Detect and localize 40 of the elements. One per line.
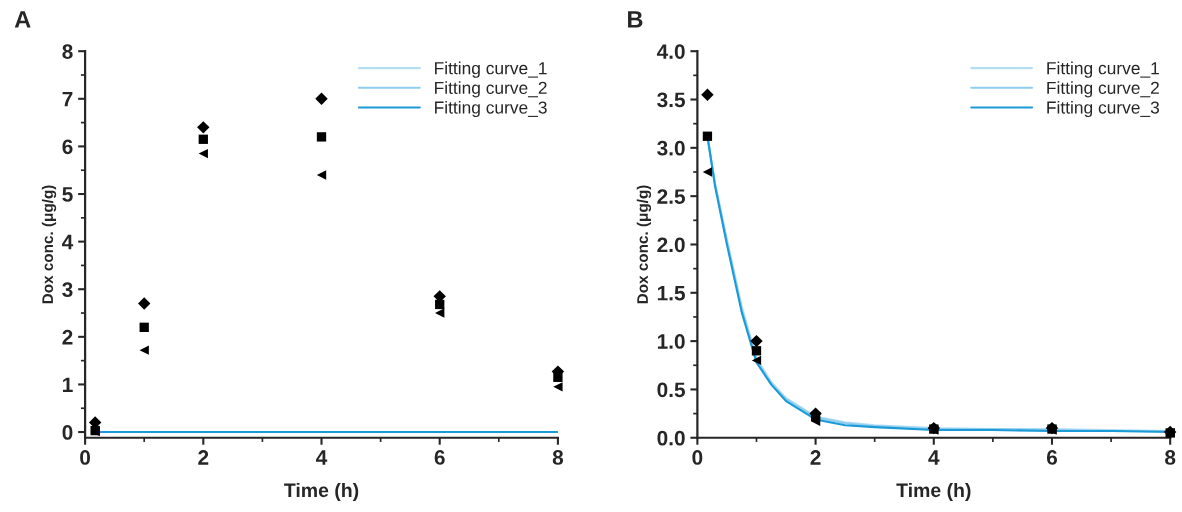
x-axis-title: Time (h)	[896, 482, 971, 501]
y-tick-label: 1.0	[657, 334, 685, 349]
y-tick-label: 6	[62, 139, 73, 155]
y-tick-label: 8	[62, 44, 73, 59]
y-tick-label: 2	[62, 329, 73, 345]
legend-label: Fitting curve_2	[1047, 81, 1159, 98]
y-axis-title: Dox conc. (μg/g)	[636, 185, 652, 304]
legend-label: Fitting curve_3	[435, 100, 547, 118]
y-tick-label: 0.5	[657, 382, 685, 398]
y-tick-label: 3	[62, 282, 73, 298]
y-tick-label: 4	[62, 234, 74, 250]
y-tick-label: 0	[62, 425, 73, 440]
y-tick-label: 0.0	[657, 430, 685, 446]
legend-label: Fitting curve_3	[1047, 100, 1160, 118]
x-tick-label: 2	[198, 450, 209, 465]
x-tick-label: 8	[1165, 450, 1176, 465]
x-tick-label: 2	[810, 450, 821, 465]
chart-title: A	[14, 11, 31, 28]
y-tick-label: 2.0	[657, 237, 685, 253]
legend-label: Fitting curve_1	[1047, 61, 1159, 78]
y-tick-label: 5	[62, 187, 73, 202]
y-axis-title: Dox conc. (μg/g)	[41, 185, 57, 304]
y-tick-label: 1	[63, 377, 73, 392]
y-tick-label: 1.5	[657, 286, 685, 301]
x-tick-label: 0	[692, 450, 703, 465]
y-tick-label: 4.0	[656, 44, 685, 59]
legend-label: Fitting curve_1	[435, 61, 547, 78]
y-tick-label: 2.5	[657, 189, 685, 204]
legend-label: Fitting curve_2	[435, 81, 547, 98]
x-tick-label: 6	[434, 450, 445, 465]
chart-title: B	[628, 11, 643, 28]
y-tick-label: 7	[62, 92, 73, 107]
x-tick-label: 8	[552, 450, 564, 465]
y-tick-label: 3.0	[657, 140, 685, 156]
y-tick-label: 3.5	[657, 92, 685, 108]
x-axis-title: Time (h)	[284, 482, 359, 501]
x-tick-label: 4	[316, 450, 328, 465]
x-tick-label: 6	[1046, 450, 1058, 465]
x-tick-label: 4	[928, 450, 940, 465]
x-tick-label: 0	[80, 450, 91, 465]
